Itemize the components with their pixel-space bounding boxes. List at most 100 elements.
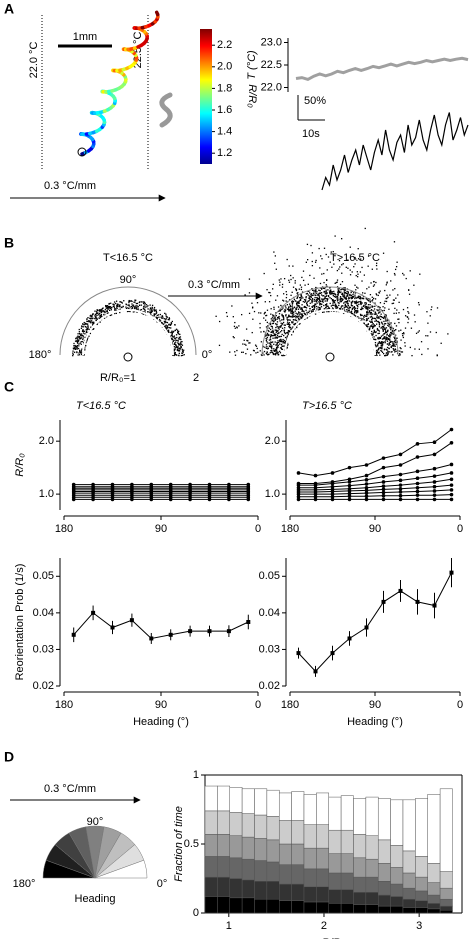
cloud-point [307, 294, 309, 296]
cloud-point [409, 346, 412, 349]
cloud-point [379, 337, 381, 340]
stack-segment [402, 887, 416, 900]
stack-segment [316, 792, 329, 825]
cloud-point [377, 320, 379, 323]
x-tick-label: 0 [457, 523, 463, 535]
cloud-point [382, 344, 384, 346]
cloud-point [387, 322, 389, 324]
cloud-point [383, 328, 385, 330]
cloud-point [175, 334, 178, 336]
cloud-point [354, 301, 356, 303]
cloud-point [341, 272, 343, 274]
cloud-point [281, 348, 284, 351]
cloud-point [404, 342, 406, 344]
cloud-point [368, 310, 371, 313]
cloud-point [388, 338, 390, 340]
cloud-point [266, 336, 269, 339]
cloud-point [302, 314, 304, 317]
cloud-point [178, 338, 181, 340]
cloud-point [346, 290, 348, 293]
stack-segment [266, 839, 280, 863]
cloud-point [355, 312, 358, 314]
cloud-point [344, 295, 346, 297]
panel-label: C [4, 379, 14, 395]
cloud-point [176, 349, 179, 351]
cloud-point [175, 346, 178, 348]
cloud-point [380, 344, 382, 347]
cloud-point [291, 315, 294, 317]
cloud-point [134, 299, 136, 301]
stack-segment [303, 794, 317, 825]
cloud-point [367, 317, 370, 319]
cloud-point [303, 299, 306, 301]
cloud-point [283, 310, 285, 312]
stack-segment [254, 860, 268, 882]
cloud-point [164, 322, 166, 324]
cloud-point [273, 333, 276, 335]
cloud-point [317, 298, 320, 300]
cloud-point [311, 309, 314, 311]
cloud-point [236, 327, 238, 329]
cloud-point [81, 353, 83, 355]
ratio-point [347, 480, 352, 484]
cloud-point [285, 307, 287, 309]
cloud-point [274, 316, 276, 318]
cloud-point [279, 331, 282, 333]
cloud-point [298, 323, 300, 325]
cloud-point [378, 306, 380, 308]
cloud-point [305, 307, 308, 309]
cloud-point [386, 282, 388, 284]
cloud-point [178, 354, 180, 357]
cloud-point [87, 320, 89, 323]
cloud-point [304, 284, 306, 286]
ratio-point [296, 481, 301, 486]
cloud-point [376, 350, 378, 353]
cloud-point [277, 353, 280, 356]
cloud-point [377, 349, 379, 351]
cloud-point [377, 316, 380, 318]
cloud-point [280, 339, 282, 341]
cloud-point [77, 347, 80, 350]
cloud-point [336, 307, 338, 309]
cloud-point [133, 305, 135, 308]
cloud-point [266, 309, 269, 311]
cloud-point [320, 292, 323, 294]
cloud-point [88, 328, 90, 330]
stack-segment [204, 785, 218, 812]
cloud-point [402, 336, 405, 339]
cloud-point [268, 301, 271, 303]
ratio-point [330, 492, 335, 496]
cloud-point [378, 309, 380, 311]
cloud-point [414, 321, 416, 323]
stack-segment [353, 798, 367, 835]
stack-segment [390, 867, 404, 885]
cloud-point [339, 283, 342, 286]
cloud-point [372, 333, 374, 336]
cloud-point [271, 351, 273, 353]
cloud-point [78, 337, 80, 339]
cloud-point [150, 310, 153, 312]
cloud-point [343, 297, 345, 299]
cloud-point [171, 320, 173, 323]
y-tick-label: 0.05 [33, 570, 54, 582]
cloud-point [294, 300, 296, 302]
cloud-point [386, 334, 388, 336]
cloud-point [300, 313, 302, 315]
cloud-point [275, 329, 278, 332]
ratio-point [364, 485, 369, 490]
cloud-point [84, 346, 86, 348]
cloud-point [315, 299, 317, 301]
cloud-point [354, 292, 357, 294]
cloud-point [369, 307, 371, 309]
cloud-point [328, 310, 330, 313]
cloud-point [382, 317, 385, 319]
stack-segment [353, 857, 367, 878]
ratio-line [298, 478, 452, 491]
cloud-point [296, 326, 298, 329]
cloud-point [296, 316, 299, 318]
legend-label: Heading [75, 893, 116, 905]
stack-segment [278, 883, 292, 901]
cloud-point [269, 292, 271, 294]
cloud-point [300, 286, 303, 288]
cloud-point [447, 333, 449, 335]
